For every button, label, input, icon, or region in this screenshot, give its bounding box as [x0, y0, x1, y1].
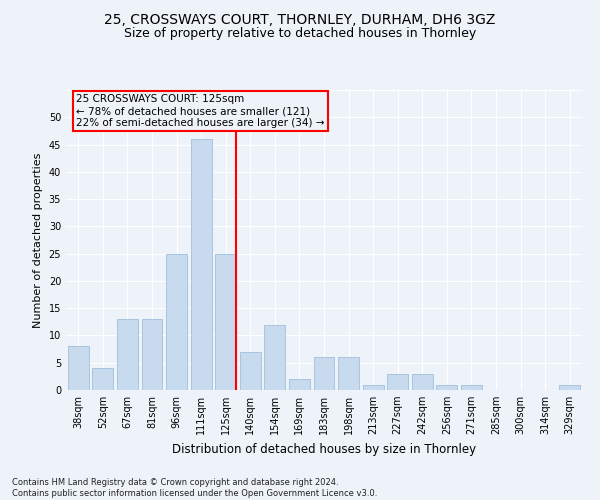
Bar — [461, 384, 482, 390]
Bar — [68, 346, 89, 390]
Bar — [314, 358, 334, 390]
Bar — [338, 358, 359, 390]
X-axis label: Distribution of detached houses by size in Thornley: Distribution of detached houses by size … — [172, 442, 476, 456]
Bar — [215, 254, 236, 390]
Y-axis label: Number of detached properties: Number of detached properties — [33, 152, 43, 328]
Bar — [362, 384, 383, 390]
Text: Size of property relative to detached houses in Thornley: Size of property relative to detached ho… — [124, 28, 476, 40]
Bar — [289, 379, 310, 390]
Bar — [412, 374, 433, 390]
Bar — [117, 319, 138, 390]
Bar — [191, 139, 212, 390]
Bar — [559, 384, 580, 390]
Bar — [142, 319, 163, 390]
Text: 25, CROSSWAYS COURT, THORNLEY, DURHAM, DH6 3GZ: 25, CROSSWAYS COURT, THORNLEY, DURHAM, D… — [104, 12, 496, 26]
Text: Contains HM Land Registry data © Crown copyright and database right 2024.
Contai: Contains HM Land Registry data © Crown c… — [12, 478, 377, 498]
Bar — [240, 352, 261, 390]
Bar — [92, 368, 113, 390]
Bar — [265, 324, 286, 390]
Bar — [436, 384, 457, 390]
Bar — [387, 374, 408, 390]
Text: 25 CROSSWAYS COURT: 125sqm
← 78% of detached houses are smaller (121)
22% of sem: 25 CROSSWAYS COURT: 125sqm ← 78% of deta… — [76, 94, 325, 128]
Bar — [166, 254, 187, 390]
